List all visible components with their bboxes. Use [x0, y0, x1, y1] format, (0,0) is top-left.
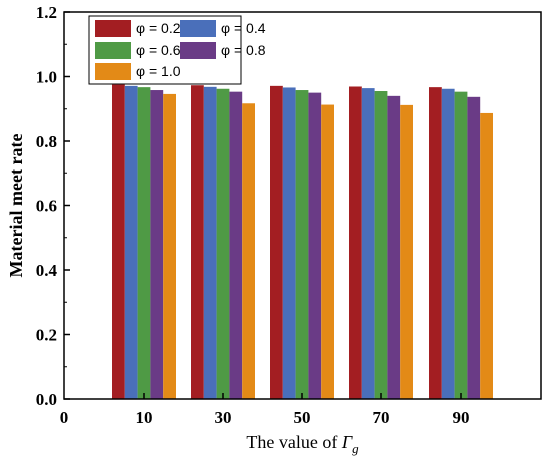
- bar: [163, 93, 176, 399]
- bar: [150, 90, 164, 400]
- bar: [374, 91, 388, 399]
- legend-swatch: [95, 42, 131, 59]
- y-tick-label: 1.2: [36, 3, 57, 22]
- x-axis: 0 10 30 50 70 90: [60, 393, 470, 427]
- y-tick-label: 0.6: [36, 197, 57, 216]
- legend-label: φ = 1.0: [136, 63, 181, 79]
- x-axis-label-subscript: g: [352, 441, 359, 456]
- legend: φ = 0.2 φ = 0.4 φ = 0.6 φ = 0.8 φ = 1.0: [88, 15, 266, 85]
- bar: [387, 95, 401, 399]
- bar: [216, 88, 230, 399]
- bars-layer: [112, 84, 493, 400]
- y-tick-label: 0.4: [36, 261, 58, 280]
- legend-label: φ = 0.4: [221, 20, 266, 36]
- legend-swatch: [180, 42, 216, 59]
- bar: [480, 112, 493, 399]
- bar: [270, 85, 283, 399]
- bar: [441, 88, 455, 399]
- legend-label: φ = 0.8: [221, 42, 266, 58]
- x-tick-label: 70: [373, 408, 390, 427]
- x-tick-label: 90: [453, 408, 470, 427]
- bar: [308, 92, 322, 399]
- bar: [429, 87, 442, 399]
- legend-swatch: [180, 20, 216, 37]
- bar: [282, 87, 296, 399]
- bar: [229, 91, 243, 399]
- y-axis-label: Material meet rate: [6, 134, 26, 278]
- bar: [349, 86, 362, 399]
- y-tick-label: 0.8: [36, 132, 57, 151]
- bar: [191, 85, 204, 400]
- bar: [112, 84, 125, 399]
- x-tick-label: 50: [294, 408, 311, 427]
- y-tick-label: 0.2: [36, 326, 57, 345]
- x-axis-label-symbol: Γ: [341, 432, 353, 452]
- legend-label: φ = 0.2: [136, 20, 181, 36]
- x-axis-label: The value of Γg: [246, 432, 359, 456]
- bar: [203, 86, 217, 399]
- y-axis: 0.0 0.2 0.4 0.6 0.8 1.0 1.2: [36, 3, 70, 409]
- bar: [467, 96, 481, 399]
- bar: [295, 90, 309, 400]
- x-axis-label-text: The value of: [246, 432, 341, 452]
- y-tick-label: 1.0: [36, 68, 57, 87]
- bar: [137, 87, 151, 399]
- bar: [454, 91, 468, 399]
- x-tick-label: 30: [215, 408, 232, 427]
- y-tick-label: 0.0: [36, 390, 57, 409]
- x-tick-label: 10: [136, 408, 153, 427]
- legend-swatch: [95, 63, 131, 80]
- bar: [400, 104, 413, 399]
- bar: [124, 85, 138, 399]
- bar: [242, 103, 255, 399]
- bar: [361, 88, 375, 400]
- legend-label: φ = 0.6: [136, 42, 181, 58]
- x-tick-label: 0: [60, 408, 69, 427]
- legend-swatch: [95, 20, 131, 37]
- bar: [321, 104, 334, 400]
